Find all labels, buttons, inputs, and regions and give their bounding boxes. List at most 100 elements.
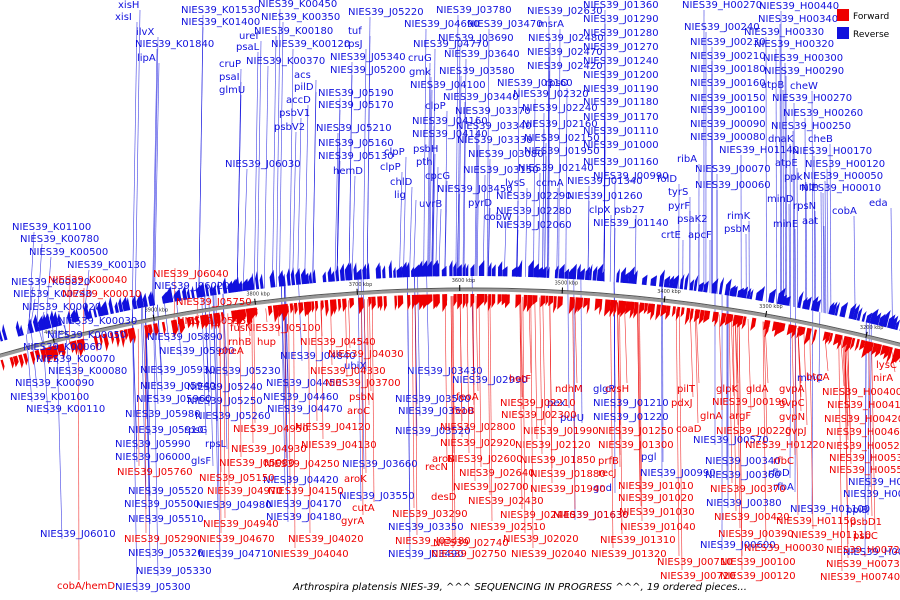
forward-gene-mark — [358, 297, 364, 315]
leader-line — [486, 28, 490, 277]
gene-label: NIES39_J03450 — [437, 184, 513, 195]
scale-tick-label: 3500 kbp — [555, 281, 579, 287]
gene-label: NIES39_K00040 — [48, 275, 127, 286]
leader-line — [840, 337, 845, 387]
gene-label: NIES39_H00740 — [820, 572, 900, 583]
gene-label: NIES39_J01310 — [600, 535, 676, 546]
leader-line — [762, 321, 767, 543]
reverse-gene-mark — [746, 287, 752, 299]
reverse-strand-track — [0, 259, 900, 342]
forward-gene-mark — [822, 331, 828, 342]
leader-line — [572, 299, 576, 510]
leader-line — [728, 315, 733, 484]
gene-label: gldA — [746, 384, 768, 395]
reverse-gene-mark — [32, 314, 40, 332]
gene-label: NIES39_J02480 — [528, 33, 604, 44]
leader-line — [435, 166, 439, 277]
gene-label: NIES39_J00210 — [690, 51, 766, 62]
reverse-gene-mark — [711, 278, 719, 294]
gene-label: eda — [869, 198, 888, 209]
gene-label: accD — [286, 95, 311, 106]
forward-gene-mark — [671, 306, 676, 318]
gene-label: NIES39_J03700 — [325, 378, 401, 389]
reverse-gene-mark — [596, 263, 604, 282]
gene-label: NIES39_J05260 — [195, 411, 271, 422]
forward-gene-mark — [828, 332, 834, 345]
gene-label: NIES39_J00600 — [700, 540, 776, 551]
gene-label: NIES39_H01140 — [719, 145, 799, 156]
leader-line — [366, 16, 371, 280]
forward-gene-mark — [885, 346, 893, 365]
forward-gene-mark — [880, 344, 888, 356]
gene-label: NIES39_J01290 — [583, 14, 659, 25]
leader-line — [824, 333, 829, 372]
gene-label: NIES39_J00150 — [690, 93, 766, 104]
gene-label: ubiX — [344, 361, 366, 372]
reverse-gene-mark — [114, 301, 119, 313]
gene-label: NIES39_J00340 — [705, 456, 781, 467]
gene-label: NIES39_J05300 — [115, 582, 191, 593]
gene-label: NIES39_J03490 — [388, 549, 464, 560]
leader-line — [223, 313, 226, 519]
gene-label: minD — [767, 194, 794, 205]
gene-label: NIES39_J02020 — [503, 534, 579, 545]
leader-line — [838, 336, 843, 572]
forward-gene-mark — [93, 335, 99, 352]
gene-label: NIES39_J04150 — [268, 486, 344, 497]
scale-tick-label: 3700 kbp — [349, 282, 373, 288]
reverse-gene-mark — [57, 313, 62, 326]
gene-label: feoA — [456, 392, 479, 403]
reverse-gene-mark — [362, 263, 367, 280]
forward-gene-mark — [427, 294, 433, 306]
forward-gene-mark — [693, 309, 701, 323]
gene-label: NIES39_J02150 — [524, 133, 600, 144]
forward-gene-mark — [109, 332, 115, 345]
reverse-gene-mark — [435, 262, 440, 277]
reverse-gene-mark — [511, 266, 518, 277]
forward-gene-mark — [379, 296, 383, 312]
gene-label: pex — [547, 398, 565, 409]
gene-label: NIES39_J01200 — [583, 70, 659, 81]
reverse-gene-mark — [238, 280, 243, 292]
forward-gene-mark — [284, 303, 289, 317]
gene-label: uvrB — [419, 199, 442, 210]
reverse-gene-mark — [546, 266, 550, 278]
forward-gene-mark — [314, 300, 319, 312]
reverse-gene-mark — [848, 303, 857, 320]
reverse-gene-mark — [15, 320, 22, 337]
reverse-gene-mark — [37, 315, 46, 331]
reverse-gene-mark — [839, 302, 849, 318]
gene-label: NIES39_J04030 — [328, 349, 404, 360]
gene-label: NIES39_J02420 — [527, 61, 603, 72]
forward-gene-mark — [553, 296, 557, 314]
gene-label: cpcG — [425, 171, 450, 182]
gene-label: NIES39_J05130 — [318, 151, 394, 162]
gene-label: NIES39_J00360 — [705, 470, 781, 481]
gene-label: btpA — [806, 372, 830, 383]
reverse-gene-mark — [865, 312, 873, 324]
gene-label: xisI — [115, 12, 132, 23]
leader-line — [345, 300, 348, 378]
gene-label: NIES39_J03690 — [438, 33, 514, 44]
forward-gene-mark — [841, 335, 849, 349]
gene-label: NIES39_J05150 — [199, 473, 275, 484]
gene-label: pyrF — [668, 201, 690, 212]
forward-gene-mark — [18, 354, 24, 369]
gene-label: glpK — [716, 384, 738, 395]
forward-gene-mark — [298, 302, 304, 316]
leader-line — [215, 294, 221, 560]
gene-label: ribA — [677, 154, 697, 165]
reverse-gene-mark — [356, 268, 362, 280]
scale-tick-label: 3200 kbp — [860, 325, 884, 331]
gene-label: dnaK — [768, 134, 794, 145]
leader-line — [367, 299, 370, 406]
gene-label: rfbC — [773, 456, 794, 467]
gene-label: NIES39_H01220 — [745, 440, 825, 451]
forward-gene-mark — [102, 333, 109, 352]
leader-line — [813, 155, 816, 312]
leader-line — [450, 296, 454, 549]
gene-label: clpX — [589, 205, 611, 216]
scale-tick — [52, 336, 55, 343]
gene-label: gvpJ — [785, 426, 807, 437]
leader-line — [153, 36, 159, 306]
